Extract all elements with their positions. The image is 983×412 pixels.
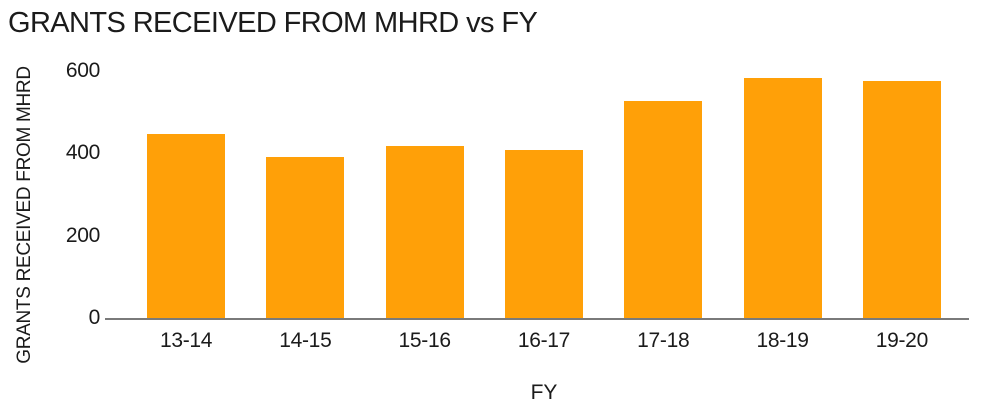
bar-19-20: [862, 81, 941, 318]
y-tick-label: 0: [88, 306, 101, 329]
y-tick-label: 600: [65, 59, 100, 82]
x-tick-label: 15-16: [398, 329, 452, 352]
x-tick-label: 19-20: [875, 329, 929, 352]
chart-title: GRANTS RECEIVED FROM MHRD vs FY: [8, 7, 538, 39]
bar-14-15: [266, 157, 345, 318]
bar-13-14: [147, 134, 226, 318]
x-tick-label: 17-18: [637, 329, 690, 352]
bar-15-16: [385, 146, 464, 318]
bar-17-18: [624, 101, 703, 318]
y-tick-label: 400: [65, 141, 100, 165]
x-tick-label: 14-15: [279, 329, 332, 352]
bar-18-19: [743, 78, 822, 318]
x-axis-title: FY: [530, 381, 558, 404]
x-tick-label: 18-19: [756, 329, 809, 352]
x-tick-label: 16-17: [517, 329, 571, 352]
bar-16-17: [504, 150, 583, 318]
y-tick-label: 200: [65, 223, 100, 247]
x-axis-line: [105, 318, 969, 320]
x-tick-label: 13-14: [159, 329, 213, 352]
